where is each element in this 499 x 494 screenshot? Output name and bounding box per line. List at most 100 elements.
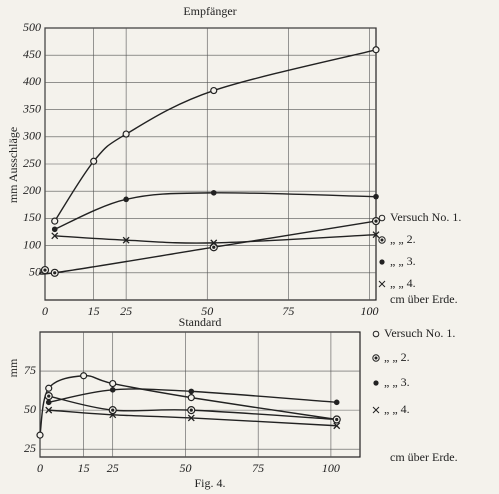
legend-marker [378,280,386,288]
y-axis-label: mm Ausschläge [6,127,20,203]
y-tick-label: 100 [23,237,41,251]
y-tick-label: 350 [22,101,41,115]
legend-label: Versuch No. 1. [390,210,461,224]
legend-marker [372,330,380,338]
legend-label: „ „ 3. [390,254,416,268]
y-tick-label: 25 [24,441,36,455]
x-tick-label: 15 [78,461,90,475]
series-line [48,409,337,427]
legend-symbol [378,236,386,244]
series-line [54,192,377,230]
marker [80,372,88,380]
marker [109,379,117,388]
x-tick-label: 50 [179,461,191,475]
marker [187,394,195,402]
marker [90,157,98,165]
marker [188,388,195,395]
y-tick-label: 250 [23,156,41,170]
marker [210,86,218,95]
x-axis-label: cm über Erde. [390,292,458,306]
marker-core [189,408,193,412]
chart-title: Empfänger [183,4,236,18]
x-tick-label: 100 [322,461,340,475]
legend-symbol [379,259,385,265]
marker-core [212,245,216,249]
marker [45,399,52,406]
x-axis-label: cm über Erde. [390,450,458,464]
x-tick-label: 0 [42,304,48,318]
x-tick-label: 50 [201,304,213,318]
legend-label: „ „ 3. [384,375,410,389]
marker [333,399,340,406]
legend-label: „ „ 4. [384,402,410,416]
marker [122,236,130,244]
marker [122,130,130,138]
y-tick-label: 450 [23,47,41,61]
x-tick-label: 0 [37,461,43,475]
marker [45,384,53,392]
y-tick-label: 75 [24,363,36,377]
legend-label: „ „ 2. [384,350,410,364]
legend-symbol [372,406,380,414]
plot-frame [39,331,361,458]
marker [187,414,195,422]
marker-core [43,268,47,272]
marker [51,232,59,240]
marker [373,193,379,200]
marker [109,411,117,419]
marker [372,231,380,239]
marker-core [374,219,378,223]
y-tick-label: 50 [24,402,36,416]
legend-marker [380,238,384,242]
marker [50,268,59,277]
legend-symbol [372,354,380,362]
legend-symbol [378,214,386,222]
y-tick-label: 150 [23,210,41,224]
series-line [39,220,377,275]
marker [51,217,59,225]
series-line [54,49,377,222]
chart-title: Standard [179,315,222,329]
x-tick-label: 75 [282,304,294,318]
x-tick-label: 25 [120,304,132,318]
x-tick-label: 15 [88,304,100,318]
legend-symbol [378,280,386,288]
legend-label: „ „ 4. [390,276,416,290]
marker-core [47,394,51,398]
x-tick-label: 75 [252,461,264,475]
y-tick-label: 200 [23,183,41,197]
series-line [54,234,377,244]
y-tick-label: 400 [23,74,41,88]
marker [210,239,218,247]
marker-core [111,408,115,412]
y-tick-label: 50 [29,265,41,279]
marker [44,391,53,401]
marker [332,415,341,424]
marker [210,190,217,196]
marker-core [335,417,339,422]
y-tick-label: 500 [23,20,41,34]
marker [108,406,117,415]
marker [36,431,44,439]
legend-marker [378,214,386,222]
marker [333,422,341,430]
marker [187,406,196,415]
series-line [48,388,337,404]
legend-marker [374,356,378,360]
legend-marker [373,380,379,386]
legend-symbol [373,380,379,386]
marker [51,226,58,233]
marker [40,265,50,275]
x-tick-label: 100 [361,304,379,318]
y-tick-label: 300 [22,129,41,143]
marker [372,46,380,54]
legend-label: „ „ 2. [390,232,416,246]
legend-marker [379,259,385,265]
y-axis-label: mm [6,358,20,377]
x-tick-label: 25 [107,461,119,475]
marker [45,406,53,414]
marker [109,387,116,393]
legend-symbol [372,330,380,338]
marker [123,196,129,203]
